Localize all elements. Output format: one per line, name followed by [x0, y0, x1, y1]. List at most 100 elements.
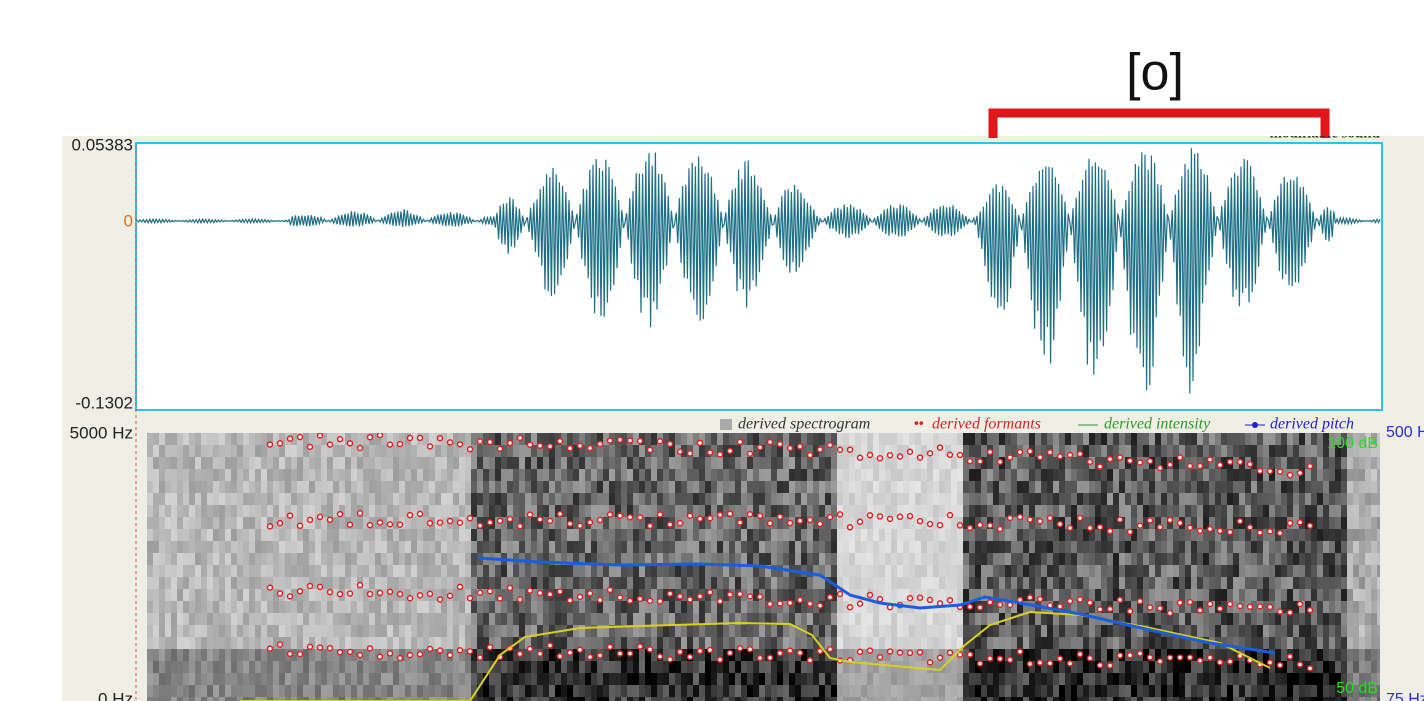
spectrogram-cell — [1077, 565, 1083, 577]
spectrogram-cell — [873, 469, 879, 481]
formant-dot — [1296, 469, 1304, 477]
spectrogram-cell — [1113, 661, 1119, 673]
spectrogram-cell — [639, 445, 645, 457]
spectrogram-cell — [279, 577, 285, 589]
spectrogram-cell — [501, 697, 507, 701]
spectrogram-cell — [723, 529, 729, 541]
spectrogram-cell — [1071, 493, 1077, 505]
spectrogram-cell — [747, 541, 753, 553]
spectrogram-cell — [243, 529, 249, 541]
spectrogram-cell — [531, 481, 537, 493]
spectrogram-cell — [861, 625, 867, 637]
spectrogram-cell — [1107, 529, 1113, 541]
spectrogram-cell — [1053, 649, 1059, 661]
spectrogram-cell — [843, 469, 849, 481]
spectrogram-cell — [591, 553, 597, 565]
spectrogram-cell — [873, 553, 879, 565]
spectrogram-cell — [921, 649, 927, 661]
spectrogram-cell — [291, 697, 297, 701]
spectrogram-cell — [273, 697, 279, 701]
spectrogram-cell — [579, 577, 585, 589]
spectrogram-cell — [1041, 553, 1047, 565]
spectrogram-cell — [1227, 433, 1233, 445]
spectrogram-cell — [1011, 685, 1017, 697]
spectrogram-cell — [411, 481, 417, 493]
spectrogram-cell — [1077, 589, 1083, 601]
formant-dot — [406, 595, 414, 602]
spectrogram-cell — [567, 493, 573, 505]
spectrogram-cell — [927, 589, 933, 601]
spectrogram-cell — [1287, 589, 1293, 601]
spectrogram-cell — [483, 625, 489, 637]
spectrogram-cell — [1065, 565, 1071, 577]
formant-dot — [586, 519, 594, 526]
spectrogram-cell — [1125, 685, 1131, 697]
spectrogram-cell — [879, 433, 885, 445]
spectrogram-cell — [873, 577, 879, 589]
spectrogram-cell — [237, 469, 243, 481]
formant-dot — [416, 510, 424, 518]
spectrogram-cell — [1287, 481, 1293, 493]
spectrogram-cell — [273, 481, 279, 493]
spectrogram-cell — [1053, 457, 1059, 469]
spectrogram-cell — [921, 637, 927, 649]
spectrogram-cell — [651, 469, 657, 481]
spectrogram-cell — [1191, 661, 1197, 673]
spectrogram-cell — [249, 685, 255, 697]
spectrogram-cell — [699, 493, 705, 505]
spectrogram-cell — [921, 517, 927, 529]
spectrogram-cell — [1101, 529, 1107, 541]
spectrogram-cell — [603, 613, 609, 625]
spectrogram-cell — [771, 697, 777, 701]
spectrogram-cell — [159, 625, 165, 637]
spectrogram-cell — [681, 541, 687, 553]
spectrogram-cell — [519, 661, 525, 673]
spectrogram-cell — [1053, 577, 1059, 589]
spectrogram-cell — [423, 469, 429, 481]
spectrogram-cell — [1053, 697, 1059, 701]
spectrogram-cell — [1035, 613, 1041, 625]
spectrogram-cell — [1293, 565, 1299, 577]
spectrogram-cell — [1143, 589, 1149, 601]
spectrogram-cell — [1221, 685, 1227, 697]
spectrogram-cell — [387, 637, 393, 649]
spectrogram-cell — [279, 661, 285, 673]
spectrogram-cell — [1305, 433, 1311, 445]
spectrogram-cell — [453, 661, 459, 673]
spectrogram-cell — [1119, 517, 1125, 529]
spectrogram-cell — [609, 457, 615, 469]
spectrogram-cell — [807, 529, 813, 541]
spectrogram-cell — [1227, 493, 1233, 505]
spectrogram-cell — [429, 553, 435, 565]
spectrogram-cell — [543, 649, 549, 661]
spectrogram-cell — [537, 613, 543, 625]
spectrogram-cell — [1275, 553, 1281, 565]
spectrogram-cell — [171, 565, 177, 577]
spectrogram-cell — [1293, 601, 1299, 613]
spectrogram-cell — [1281, 445, 1287, 457]
spectrogram-cell — [1233, 661, 1239, 673]
spectrogram-cell — [1185, 505, 1191, 517]
spectrogram-cell — [1017, 433, 1023, 445]
spectrogram-cell — [933, 637, 939, 649]
spectrogram-cell — [1161, 577, 1167, 589]
spectrogram-cell — [309, 673, 315, 685]
spectrogram-cell — [1227, 565, 1233, 577]
spectrogram-cell — [603, 481, 609, 493]
spectrogram-cell — [549, 553, 555, 565]
spectrogram-cell — [1071, 577, 1077, 589]
spectrogram-cell — [891, 493, 897, 505]
spectrogram-cell — [1353, 517, 1359, 529]
spectrogram-cell — [213, 589, 219, 601]
spectrogram-cell — [1137, 685, 1143, 697]
spectrogram-cell — [1281, 433, 1287, 445]
spectrogram-cell — [165, 661, 171, 673]
spectrogram-cell — [369, 469, 375, 481]
spectrogram-cell — [1173, 649, 1179, 661]
spectrogram-cell — [819, 685, 825, 697]
spectrogram-cell — [219, 565, 225, 577]
spectrogram-cell — [1005, 625, 1011, 637]
spectrogram-cell — [1275, 697, 1281, 701]
spectrogram-cell — [1311, 541, 1317, 553]
spectrogram-cell — [495, 529, 501, 541]
